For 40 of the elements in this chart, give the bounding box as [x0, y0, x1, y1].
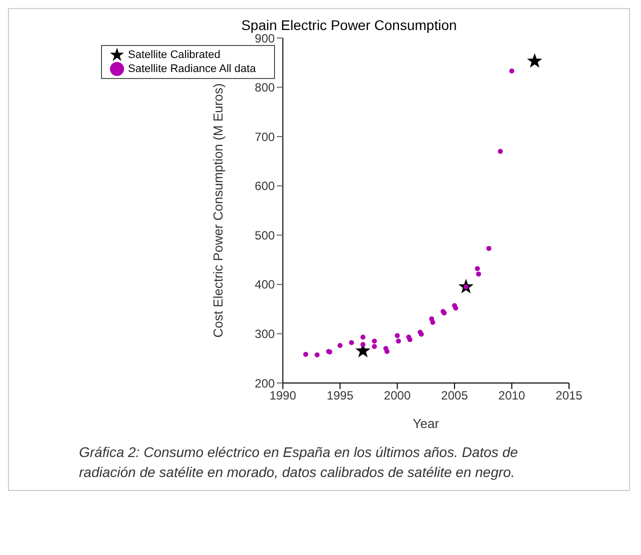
legend-label: Satellite Calibrated	[128, 48, 220, 61]
point	[396, 338, 401, 344]
point	[360, 334, 366, 340]
point	[372, 344, 377, 350]
point	[372, 338, 377, 344]
x-axis-title: Year	[412, 416, 440, 431]
x-tick-label: 1990	[269, 388, 296, 403]
point	[348, 340, 354, 346]
x-tick-label: 2005	[441, 388, 468, 403]
legend-label: Satellite Radiance All data	[128, 62, 256, 75]
point	[360, 342, 366, 348]
y-tick-label: 800	[254, 80, 276, 95]
y-tick-label: 200	[254, 376, 276, 390]
y-tick-label: 700	[254, 130, 276, 144]
point	[527, 53, 542, 68]
x-tick-label: 2015	[556, 388, 583, 403]
y-tick-label: 600	[254, 179, 276, 194]
point	[314, 352, 320, 358]
point	[384, 348, 390, 354]
y-tick-label: 400	[254, 278, 276, 292]
y-tick-label: 900	[254, 31, 276, 46]
point	[476, 272, 482, 277]
point	[498, 148, 503, 154]
point	[509, 68, 514, 74]
point	[474, 266, 480, 272]
point	[430, 320, 436, 325]
y-axis-title: Cost Electric Power Consumption (M Euros)	[210, 83, 226, 338]
text: Gráfica 2: Consumo eléctrico en España en los últimos años. Datos de radiación de satélite en morado, datos calibrados de satélite en negro.	[79, 443, 519, 482]
point	[453, 306, 458, 311]
x-tick-label: 2010	[498, 388, 526, 403]
point	[486, 246, 492, 251]
chart-title: Spain Electric Power Consumption	[240, 17, 458, 33]
x-tick-label: 1995	[326, 388, 354, 403]
point	[303, 352, 308, 357]
x-tick-label: 2000	[384, 388, 411, 403]
y-tick-label: 500	[254, 228, 276, 242]
point	[338, 343, 343, 348]
y-tick-label: 300	[254, 326, 276, 341]
point	[394, 333, 400, 338]
point	[407, 337, 412, 342]
